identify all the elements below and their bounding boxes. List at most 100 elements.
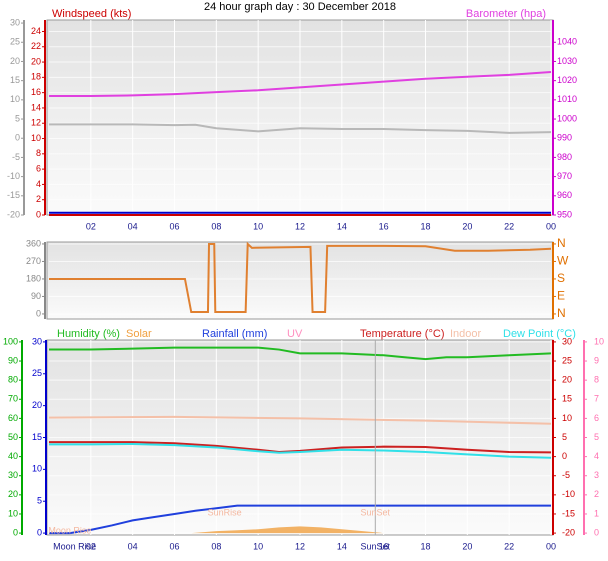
x-tick-label: 12 <box>295 221 305 231</box>
y-tick-label: 10 <box>8 508 18 518</box>
y-tick-label: 20 <box>31 56 41 66</box>
y-tick-label: 10 <box>10 94 20 104</box>
annotation: SunRise <box>208 507 242 517</box>
y-tick-label: 50 <box>8 432 18 442</box>
y-tick-label: N <box>557 236 566 250</box>
y-tick-label: 20 <box>562 375 572 385</box>
y-tick-label: 3 <box>594 470 599 480</box>
y-tick-label: 2 <box>36 194 41 204</box>
y-tick-label: 5 <box>562 432 567 442</box>
y-tick-label: 2 <box>594 489 599 499</box>
y-tick-label: 0 <box>562 451 567 461</box>
y-tick-label: 10 <box>562 413 572 423</box>
y-tick-label: -10 <box>7 171 20 181</box>
line <box>49 346 552 361</box>
y-tick-label: E <box>557 289 565 303</box>
line <box>49 71 552 98</box>
y-tick-label: 30 <box>8 470 18 480</box>
x-tick-label: 16 <box>379 541 389 551</box>
x-tick-label: 10 <box>253 541 263 551</box>
y-tick-label: 4 <box>36 179 41 189</box>
line <box>49 504 551 535</box>
legend-entry: Temperature (°C) <box>360 328 444 340</box>
annotation: Moon Rise <box>53 541 96 551</box>
y-tick-label: 25 <box>10 37 20 47</box>
y-tick-label: 8 <box>36 148 41 158</box>
y-tick-label: 14 <box>31 102 41 112</box>
x-tick-label: 16 <box>379 221 389 231</box>
x-tick-label: 00 <box>546 541 556 551</box>
x-tick-label: 12 <box>295 541 305 551</box>
y-tick-label: 0 <box>594 527 599 537</box>
y-tick-label: 8 <box>594 375 599 385</box>
y-tick-label: 5 <box>37 496 42 506</box>
y-tick-label: 10 <box>594 336 604 346</box>
x-tick-label: 08 <box>211 541 221 551</box>
y-tick-label: 5 <box>594 432 599 442</box>
y-tick-label: 90 <box>31 291 41 301</box>
y-tick-label: -5 <box>562 470 570 480</box>
y-tick-label: 15 <box>10 75 20 85</box>
legend-entry: Solar <box>126 328 152 340</box>
y-tick-label: 960 <box>557 190 572 200</box>
y-tick-label: 970 <box>557 171 572 181</box>
x-tick-label: 18 <box>420 221 430 231</box>
y-tick-label: 270 <box>26 256 41 266</box>
annotation: SunSet <box>361 541 391 551</box>
x-tick-label: 20 <box>462 221 472 231</box>
y-tick-label: 90 <box>8 355 18 365</box>
y-tick-label: 990 <box>557 133 572 143</box>
y-tick-label: 1040 <box>557 37 577 47</box>
y-tick-label: 1000 <box>557 113 577 123</box>
y-tick-label: 16 <box>31 87 41 97</box>
y-tick-label: -5 <box>12 152 20 162</box>
y-tick-label: 10 <box>31 133 41 143</box>
area <box>191 526 384 534</box>
annotation: SunSet <box>361 507 391 517</box>
y-tick-label: 20 <box>8 489 18 499</box>
x-tick-label: 22 <box>504 221 514 231</box>
x-tick-label: 10 <box>253 221 263 231</box>
y-tick-label: 180 <box>26 273 41 283</box>
y-tick-label: 22 <box>31 41 41 51</box>
line <box>49 241 552 313</box>
x-tick-label: 22 <box>504 541 514 551</box>
y-tick-label: 5 <box>15 113 20 123</box>
y-tick-label: -15 <box>7 190 20 200</box>
y-tick-label: 950 <box>557 209 572 219</box>
y-tick-label: 20 <box>10 56 20 66</box>
x-tick-label: 02 <box>86 221 96 231</box>
y-tick-label: 100 <box>3 336 18 346</box>
y-tick-label: -20 <box>562 527 575 537</box>
y-tick-label: 1 <box>594 508 599 518</box>
plot-area <box>46 241 554 320</box>
y-tick-label: 1010 <box>557 94 577 104</box>
x-tick-label: 06 <box>169 541 179 551</box>
x-tick-label: 04 <box>128 221 138 231</box>
legend-entry: Humidity (%) <box>57 328 120 340</box>
y-tick-label: 12 <box>31 118 41 128</box>
line <box>49 123 552 134</box>
y-tick-label: 4 <box>594 451 599 461</box>
y-tick-label: 30 <box>10 17 20 27</box>
y-tick-label: W <box>557 254 569 268</box>
x-tick-label: 06 <box>169 221 179 231</box>
y-tick-label: 980 <box>557 152 572 162</box>
y-tick-label: 10 <box>32 464 42 474</box>
y-tick-label: 360 <box>26 238 41 248</box>
y-tick-label: 6 <box>594 413 599 423</box>
legend-entry: Windspeed (kts) <box>52 8 131 20</box>
line <box>48 415 552 425</box>
y-tick-label: N <box>557 306 566 320</box>
y-tick-label: 80 <box>8 375 18 385</box>
y-tick-label: -20 <box>7 209 20 219</box>
y-tick-label: 6 <box>36 163 41 173</box>
y-tick-label: 7 <box>594 394 599 404</box>
y-tick-label: 0 <box>13 527 18 537</box>
chart-title: 24 hour graph day : 30 December 2018 <box>204 1 396 13</box>
legend-entry: Rainfall (mm) <box>202 328 267 340</box>
x-tick-label: 18 <box>420 541 430 551</box>
y-tick-label: 0 <box>37 527 42 537</box>
